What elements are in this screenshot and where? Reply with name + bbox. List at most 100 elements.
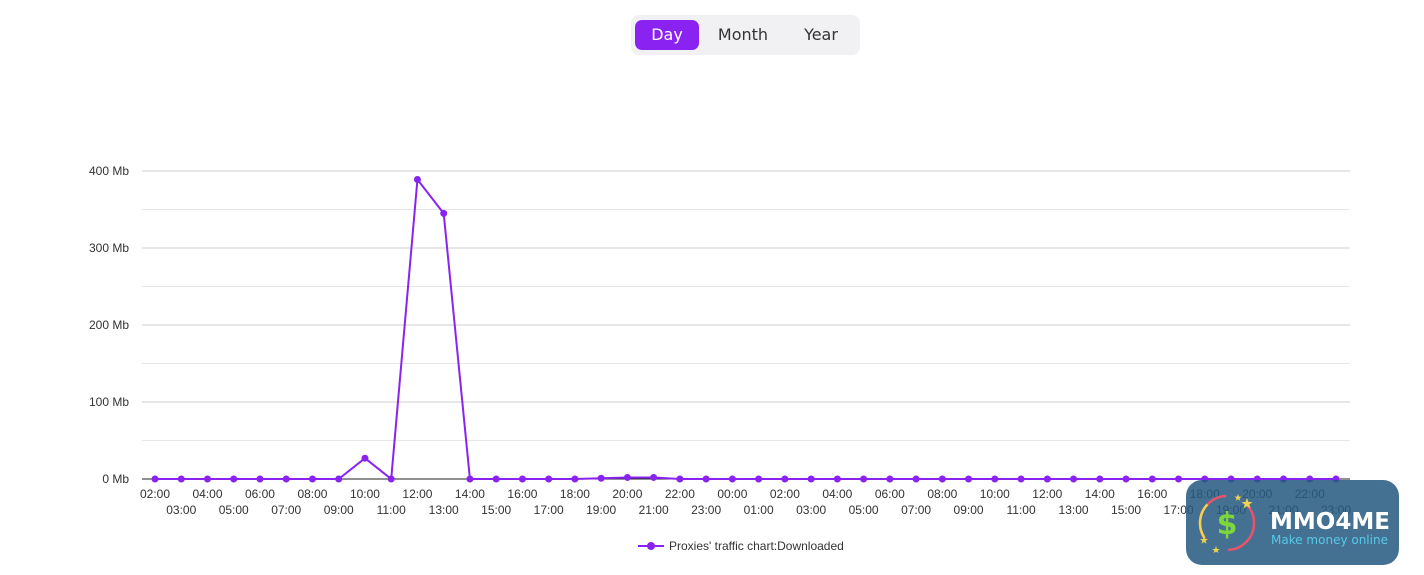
x-tick-label: 12:00	[402, 487, 432, 501]
y-tick-label: 100 Mb	[89, 395, 129, 409]
grid-lines	[142, 170, 1350, 480]
x-tick-label: 03:00	[166, 503, 196, 517]
data-point	[623, 473, 631, 481]
x-tick-label: 08:00	[297, 487, 327, 501]
data-point	[1017, 475, 1025, 483]
x-tick-label: 14:00	[455, 487, 485, 501]
data-point	[860, 475, 868, 483]
x-tick-label: 05:00	[219, 503, 249, 517]
x-tick-label: 02:00	[140, 487, 170, 501]
data-point	[965, 475, 973, 483]
x-tick-label: 13:00	[1059, 503, 1089, 517]
x-tick-label: 04:00	[192, 487, 222, 501]
x-tick-label: 09:00	[324, 503, 354, 517]
data-point	[571, 475, 579, 483]
x-tick-label: 09:00	[954, 503, 984, 517]
x-tick-label: 01:00	[744, 503, 774, 517]
y-tick-label: 300 Mb	[89, 241, 129, 255]
x-tick-label: 11:00	[1006, 503, 1035, 517]
data-point	[440, 209, 448, 217]
x-tick-label: 07:00	[271, 503, 301, 517]
data-point	[597, 474, 605, 482]
data-point	[1070, 475, 1078, 483]
data-point	[466, 475, 474, 483]
tab-year[interactable]: Year	[804, 25, 838, 44]
data-point	[912, 475, 920, 483]
data-point	[518, 475, 526, 483]
data-point	[492, 475, 500, 483]
x-tick-label: 03:00	[796, 503, 826, 517]
data-point	[177, 475, 185, 483]
x-tick-label: 06:00	[245, 487, 275, 501]
watermark-subtitle: Make money online	[1271, 533, 1388, 547]
x-tick-label: 18:00	[560, 487, 590, 501]
x-tick-label: 00:00	[717, 487, 747, 501]
x-tick-label: 05:00	[849, 503, 879, 517]
data-point	[387, 475, 395, 483]
legend-swatch	[638, 540, 664, 552]
legend-label: Proxies' traffic chart:Downloaded	[669, 539, 844, 553]
data-point	[1043, 475, 1051, 483]
data-point	[702, 475, 710, 483]
x-tick-label: 07:00	[901, 503, 931, 517]
x-tick-label: 02:00	[770, 487, 800, 501]
data-point	[1122, 475, 1130, 483]
x-tick-label: 06:00	[875, 487, 905, 501]
y-tick-label: 400 Mb	[89, 164, 129, 178]
data-point	[308, 475, 316, 483]
data-point	[1096, 475, 1104, 483]
data-point	[203, 475, 211, 483]
y-tick-label: 200 Mb	[89, 318, 129, 332]
data-point	[807, 475, 815, 483]
x-tick-label: 15:00	[1111, 503, 1141, 517]
data-point	[755, 475, 763, 483]
data-point	[1148, 475, 1156, 483]
data-point	[676, 475, 684, 483]
svg-text:$: $	[1217, 507, 1238, 542]
x-tick-label: 15:00	[481, 503, 511, 517]
data-point	[781, 475, 789, 483]
data-point	[991, 475, 999, 483]
y-tick-label: 0 Mb	[102, 472, 129, 486]
x-tick-label: 14:00	[1085, 487, 1115, 501]
chart-legend[interactable]: Proxies' traffic chart:Downloaded	[638, 538, 844, 554]
period-switch: Day Month Year	[631, 15, 860, 55]
data-point	[886, 475, 894, 483]
series-line	[155, 178, 1336, 480]
data-point	[282, 475, 290, 483]
data-point	[151, 475, 159, 483]
x-tick-label: 08:00	[927, 487, 957, 501]
tab-month[interactable]: Month	[717, 25, 769, 44]
tab-day[interactable]: Day	[635, 20, 699, 50]
x-tick-label: 21:00	[639, 503, 669, 517]
data-point	[728, 475, 736, 483]
x-tick-label: 10:00	[350, 487, 380, 501]
data-point	[650, 473, 658, 481]
x-tick-label: 20:00	[612, 487, 642, 501]
data-point	[1175, 475, 1183, 483]
x-tick-label: 17:00	[534, 503, 564, 517]
x-tick-label: 16:00	[1137, 487, 1167, 501]
dollar-badge-icon: $	[1198, 494, 1256, 553]
x-tick-label: 10:00	[980, 487, 1010, 501]
data-point	[938, 475, 946, 483]
x-tick-label: 11:00	[377, 503, 406, 517]
data-point	[230, 475, 238, 483]
x-tick-label: 16:00	[507, 487, 537, 501]
data-point	[361, 454, 369, 462]
x-tick-label: 13:00	[429, 503, 459, 517]
data-point	[545, 475, 553, 483]
data-point	[256, 475, 264, 483]
data-point	[413, 175, 421, 183]
x-tick-label: 12:00	[1032, 487, 1062, 501]
watermark-logo: $ MMO4ME Make money online	[1186, 480, 1399, 565]
x-tick-label: 19:00	[586, 503, 616, 517]
x-tick-label: 04:00	[822, 487, 852, 501]
x-tick-label: 23:00	[691, 503, 721, 517]
data-point	[335, 475, 343, 483]
watermark-title: MMO4ME	[1270, 509, 1390, 535]
x-tick-label: 22:00	[665, 487, 695, 501]
data-point	[833, 475, 841, 483]
